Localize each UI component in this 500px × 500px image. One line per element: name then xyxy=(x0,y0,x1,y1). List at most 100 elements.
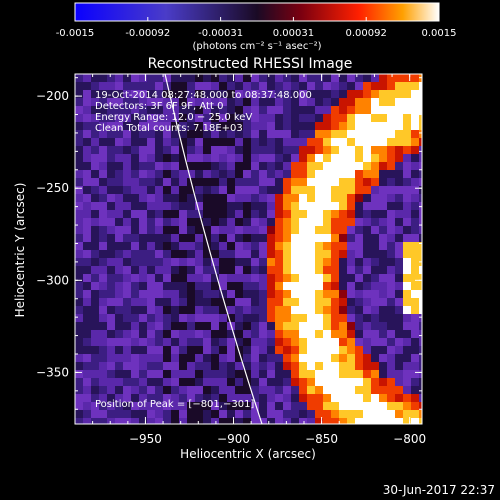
image-pixel xyxy=(371,162,379,170)
image-pixel xyxy=(267,98,275,106)
image-pixel xyxy=(163,362,171,370)
image-pixel xyxy=(403,226,411,234)
image-pixel xyxy=(131,298,139,306)
image-pixel xyxy=(123,90,131,98)
image-pixel xyxy=(395,322,403,330)
image-pixel xyxy=(323,202,331,210)
image-pixel xyxy=(323,306,331,314)
image-pixel xyxy=(75,82,83,90)
image-pixel xyxy=(283,226,291,234)
image-pixel xyxy=(259,322,267,330)
image-pixel xyxy=(363,258,371,266)
image-pixel xyxy=(339,82,347,90)
image-pixel xyxy=(267,338,275,346)
image-pixel xyxy=(203,370,211,378)
image-pixel xyxy=(331,202,339,210)
image-pixel xyxy=(291,130,299,138)
x-tick-label: −850 xyxy=(305,432,338,446)
image-pixel xyxy=(259,410,267,418)
image-pixel xyxy=(75,234,83,242)
image-pixel xyxy=(123,162,131,170)
image-pixel xyxy=(371,98,379,106)
image-pixel xyxy=(307,370,315,378)
image-pixel xyxy=(75,250,83,258)
image-pixel xyxy=(115,354,123,362)
image-pixel xyxy=(163,106,171,114)
image-pixel xyxy=(75,202,83,210)
image-pixel xyxy=(395,410,403,418)
image-pixel xyxy=(75,322,83,330)
image-pixel xyxy=(267,210,275,218)
image-pixel xyxy=(355,106,363,114)
image-pixel xyxy=(107,138,115,146)
image-pixel xyxy=(275,138,283,146)
image-pixel xyxy=(227,114,235,122)
image-pixel xyxy=(179,210,187,218)
image-pixel xyxy=(387,154,395,162)
image-pixel xyxy=(227,186,235,194)
image-pixel xyxy=(347,370,355,378)
image-pixel xyxy=(395,202,403,210)
image-pixel xyxy=(131,202,139,210)
image-pixel xyxy=(275,330,283,338)
image-pixel xyxy=(147,186,155,194)
image-pixel xyxy=(171,346,179,354)
image-pixel xyxy=(211,138,219,146)
image-pixel xyxy=(179,250,187,258)
image-pixel xyxy=(211,146,219,154)
image-pixel xyxy=(275,386,283,394)
image-pixel xyxy=(323,226,331,234)
image-pixel xyxy=(331,146,339,154)
image-pixel xyxy=(315,114,323,122)
image-pixel xyxy=(411,138,419,146)
image-pixel xyxy=(195,386,203,394)
image-pixel xyxy=(227,306,235,314)
image-pixel xyxy=(291,290,299,298)
image-pixel xyxy=(251,202,259,210)
image-pixel xyxy=(363,378,371,386)
image-pixel xyxy=(115,314,123,322)
image-pixel xyxy=(131,186,139,194)
image-pixel xyxy=(187,274,195,282)
image-pixel xyxy=(307,234,315,242)
image-pixel xyxy=(371,122,379,130)
image-pixel xyxy=(275,106,283,114)
image-pixel xyxy=(371,410,379,418)
image-pixel xyxy=(355,354,363,362)
image-pixel xyxy=(99,234,107,242)
image-pixel xyxy=(147,338,155,346)
image-pixel xyxy=(307,178,315,186)
image-pixel xyxy=(395,138,403,146)
image-pixel xyxy=(267,354,275,362)
image-pixel xyxy=(227,250,235,258)
image-pixel xyxy=(411,106,419,114)
colorbar-tick-label: 0.00031 xyxy=(273,28,314,39)
image-pixel xyxy=(91,82,99,90)
image-pixel xyxy=(163,170,171,178)
image-pixel xyxy=(163,218,171,226)
image-pixel xyxy=(339,298,347,306)
y-tick-label: −200 xyxy=(36,89,69,103)
image-pixel xyxy=(147,210,155,218)
image-pixel xyxy=(131,322,139,330)
image-pixel xyxy=(195,82,203,90)
image-pixel xyxy=(363,234,371,242)
image-pixel xyxy=(107,194,115,202)
image-pixel xyxy=(235,258,243,266)
image-pixel xyxy=(219,178,227,186)
image-pixel xyxy=(323,210,331,218)
image-pixel xyxy=(259,194,267,202)
image-pixel xyxy=(107,162,115,170)
image-pixel xyxy=(411,362,419,370)
image-pixel xyxy=(395,74,403,82)
image-pixel xyxy=(171,170,179,178)
image-pixel xyxy=(387,338,395,346)
image-pixel xyxy=(195,370,203,378)
image-pixel xyxy=(355,266,363,274)
image-pixel xyxy=(307,154,315,162)
image-pixel xyxy=(163,306,171,314)
image-pixel xyxy=(131,258,139,266)
image-pixel xyxy=(339,410,347,418)
image-pixel xyxy=(227,90,235,98)
image-pixel xyxy=(347,122,355,130)
